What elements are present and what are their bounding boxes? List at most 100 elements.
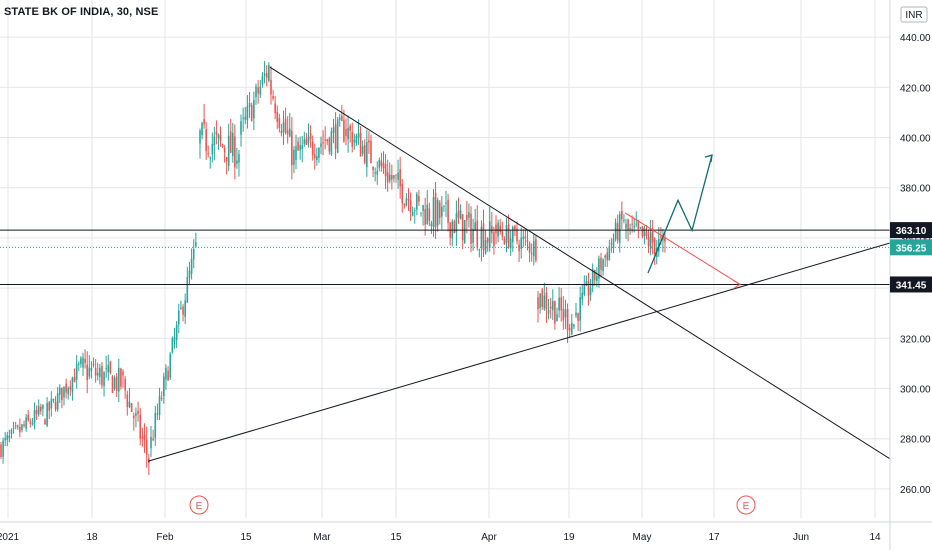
candle-body [192,249,195,260]
x-tick-label: Mar [313,532,331,543]
candle-body [135,413,137,416]
candle-body [604,255,606,258]
y-tick-label: 420.00 [900,83,931,94]
candle-body [27,414,30,421]
candle-body [221,144,224,147]
candle-body [122,371,124,376]
candle-body [434,192,437,228]
candle-body [213,136,216,146]
candle-body [441,206,443,217]
candle-body [255,86,257,98]
candle-body [280,130,283,134]
currency-badge [900,6,928,23]
candle-body [35,410,38,414]
candle-body [472,229,474,243]
candle-body [551,301,554,311]
candle-body [486,238,489,243]
candle-body [257,87,259,94]
candle-body [299,144,301,151]
candle-body [361,146,364,154]
candle-body [533,241,535,257]
candle-body [647,237,650,247]
candle-body [499,225,501,233]
candle-body [514,226,516,231]
x-tick-label: 17 [708,532,720,543]
candle-body [445,202,447,204]
candle-body [351,131,354,147]
x-tick-label: 15 [240,532,252,543]
candle-body [137,410,139,414]
candle-body [94,368,97,376]
candle-body [528,243,531,253]
candle-body [326,139,329,142]
candle-body [67,388,70,395]
candle-body [113,377,116,389]
candle-body [651,228,654,243]
symbol-title: STATE BK OF INDIA, 30, NSE [4,6,159,18]
candle-body [88,367,91,377]
candle-body [380,160,383,167]
candle-body [468,212,470,218]
candle-body [627,219,629,231]
candle-body [284,118,287,133]
candle-body [493,232,495,247]
candle-body [591,268,594,287]
candle-body [357,132,360,138]
candle-body [474,222,476,231]
candle-body [316,156,318,161]
candle-body [263,73,266,76]
candle-body [238,153,240,163]
candle-body [180,307,182,309]
candle-body [272,96,274,99]
candle-body [274,103,276,114]
candle-body [332,127,335,133]
candle-body [186,277,189,303]
candle-body [560,297,563,311]
candle-body [163,376,165,397]
candle-body [459,210,462,220]
candle-body [618,214,621,243]
forecast-path [647,154,713,274]
candle-body [103,372,105,386]
price-label-text: 356.25 [896,243,927,254]
candle-body [512,226,514,243]
candle-body [539,293,541,309]
candle-body [608,246,611,261]
candle-body [124,378,126,391]
candle-body [432,197,435,227]
candle-body [211,143,214,155]
candle-body [120,368,122,387]
candle-body [318,148,320,158]
candle-body [29,421,32,424]
candle-body [288,128,291,137]
candle-body [401,183,404,204]
candle-body [12,427,15,429]
candle-body [541,289,544,307]
y-tick-label: 260.00 [900,485,931,496]
candle-body [488,221,491,248]
candle-body [589,287,592,296]
candle-layer [0,61,666,476]
candle-body [376,170,379,175]
candle-body [16,425,19,428]
candle-body [0,444,2,457]
candle-body [641,226,644,237]
candle-body [424,209,426,225]
candle-body [167,370,169,381]
earnings-event-icon [736,495,756,515]
candle-body [48,402,51,411]
candle-body [347,127,349,140]
candle-body [575,312,577,316]
candle-body [625,223,627,229]
candle-body [645,232,648,236]
candle-body [6,435,9,440]
candle-body [549,306,552,309]
candle-body [33,410,36,424]
candle-body [25,417,27,429]
candle-body [522,236,525,239]
candle-body [384,164,387,177]
ascending-support [147,242,891,462]
candle-body [145,439,148,455]
